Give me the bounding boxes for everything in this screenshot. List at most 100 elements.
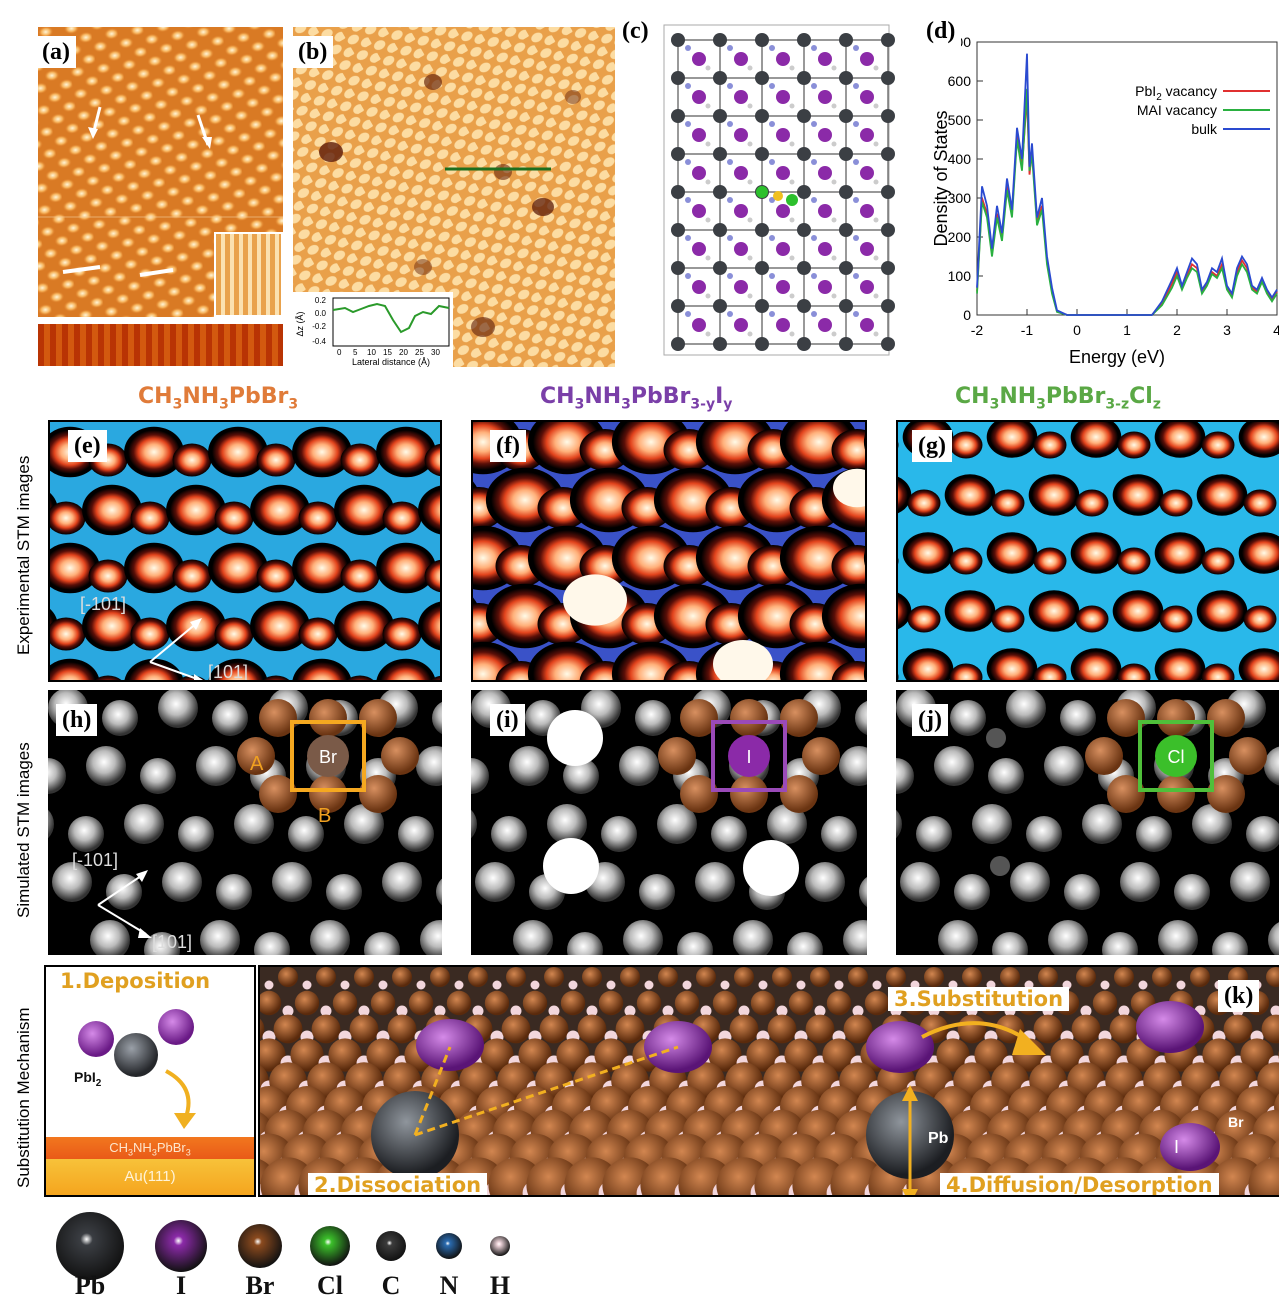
sim-protrusion <box>416 746 442 786</box>
pb-atom <box>713 33 727 47</box>
substituted-site <box>307 735 349 777</box>
panel-label-d: (d) <box>920 15 962 47</box>
step-deposition-label: 1.Deposition <box>60 969 211 993</box>
surface-br-atom <box>957 1014 987 1044</box>
pb-atom <box>797 299 811 313</box>
br-atom <box>802 737 840 775</box>
pb-atom <box>797 223 811 237</box>
i-atom <box>860 128 874 142</box>
surface-br-atom <box>480 1038 514 1072</box>
sim-stm-image-h: Br A B <box>48 690 442 955</box>
br-atom <box>780 699 818 737</box>
i-atom <box>776 166 790 180</box>
surface-br-atom <box>468 967 488 987</box>
legend-sphere <box>490 1236 510 1256</box>
i-atom <box>818 128 832 142</box>
stm-protrusion <box>50 662 96 680</box>
surface-br-atom <box>446 990 472 1016</box>
surface-br-atom <box>518 1038 552 1072</box>
stm-protrusion <box>1158 651 1202 680</box>
pb-atom <box>671 185 685 199</box>
pb-atom <box>755 337 769 351</box>
pb-atom <box>671 147 685 161</box>
pb-atom <box>755 261 769 275</box>
stm-protrusion <box>380 430 432 474</box>
pb-atom <box>839 337 853 351</box>
stm-protrusion <box>338 488 390 532</box>
sim-protrusion <box>733 920 773 955</box>
surface-br-atom <box>290 1038 324 1072</box>
inset-b-ytick: 0.0 <box>315 309 327 318</box>
step-dissociation-label: 2.Dissociation <box>308 1173 488 1195</box>
inset-b-ylabel: Δz (Å) <box>295 311 305 336</box>
exp-stm-image-g <box>898 422 1279 680</box>
br-atom <box>730 699 768 737</box>
stm-protrusion <box>212 430 264 474</box>
pb-atom <box>797 185 811 199</box>
sim-protrusion <box>158 690 198 728</box>
substituted-site <box>728 735 770 777</box>
sim-protrusion <box>1010 862 1050 902</box>
surface-br-atom <box>556 1038 590 1072</box>
surface-br-atom <box>1202 1038 1236 1072</box>
stm-protrusion <box>170 488 222 532</box>
sim-stm-image-i: I <box>471 690 867 955</box>
i-atom <box>776 242 790 256</box>
surface-br-atom <box>1248 1157 1279 1195</box>
surface-br-atom <box>767 1014 797 1044</box>
site-box <box>290 720 366 792</box>
stm-protrusion <box>948 477 992 513</box>
sim-protrusion <box>695 862 735 902</box>
i-atom <box>692 242 706 256</box>
pb-atom <box>671 299 685 313</box>
legend-label: C <box>382 1271 401 1298</box>
crystal-structure-c <box>660 20 900 365</box>
br-atom <box>780 775 818 813</box>
surface-br-atom <box>273 1014 303 1044</box>
stm-protrusion <box>1200 593 1244 629</box>
i-label: I <box>1174 1137 1179 1157</box>
surface-br-atom <box>734 967 754 987</box>
stm-protrusion <box>422 489 440 531</box>
br-atom <box>381 737 419 775</box>
br-atom <box>1207 775 1245 813</box>
sim-protrusion <box>547 804 587 844</box>
br-atom <box>658 737 696 775</box>
i-atom <box>776 280 790 294</box>
surface-br-atom <box>674 990 700 1016</box>
panel-label-b: (b) <box>292 36 334 68</box>
pb-atom <box>671 223 685 237</box>
br-atom <box>680 775 718 813</box>
site-b-label: B <box>318 805 331 827</box>
sim-protrusion <box>972 804 1012 844</box>
i-atom <box>692 280 706 294</box>
legend-label: H <box>490 1271 510 1298</box>
stm-protrusion <box>906 651 950 680</box>
surface-br-atom <box>354 967 374 987</box>
y-axis-label: Density of States <box>931 110 951 246</box>
direction-label: [-101] <box>80 594 126 614</box>
stm-protrusion <box>1158 422 1202 455</box>
sim-protrusion <box>1048 920 1088 955</box>
stm-protrusion <box>86 604 138 648</box>
step-diffusion-label: 4.Diffusion/Desorption <box>940 1173 1219 1195</box>
i-atom <box>818 204 832 218</box>
title-g-sub: 3 <box>1036 396 1046 413</box>
pb-atom <box>881 147 895 161</box>
x-axis-label: Energy (eV) <box>1069 347 1165 367</box>
title-g-sub: 3-z <box>1105 396 1130 413</box>
pb-atom <box>671 71 685 85</box>
exp-stm-image-f <box>473 422 865 680</box>
panel-label-k: (k) <box>1218 980 1260 1012</box>
surface-br-atom <box>788 990 814 1016</box>
title-e-sub: 3 <box>219 396 229 413</box>
surface-br-atom <box>936 1038 970 1072</box>
stm-protrusion <box>898 595 908 627</box>
surface-br-atom <box>864 990 890 1016</box>
x-tick-label: 4 <box>1273 322 1279 338</box>
panel-label-i: (i) <box>490 704 525 736</box>
br-atom <box>259 775 297 813</box>
legend-entry: PbI2 vacancy <box>1135 83 1217 103</box>
i-atom <box>734 52 748 66</box>
surface-br-atom <box>1114 967 1134 987</box>
